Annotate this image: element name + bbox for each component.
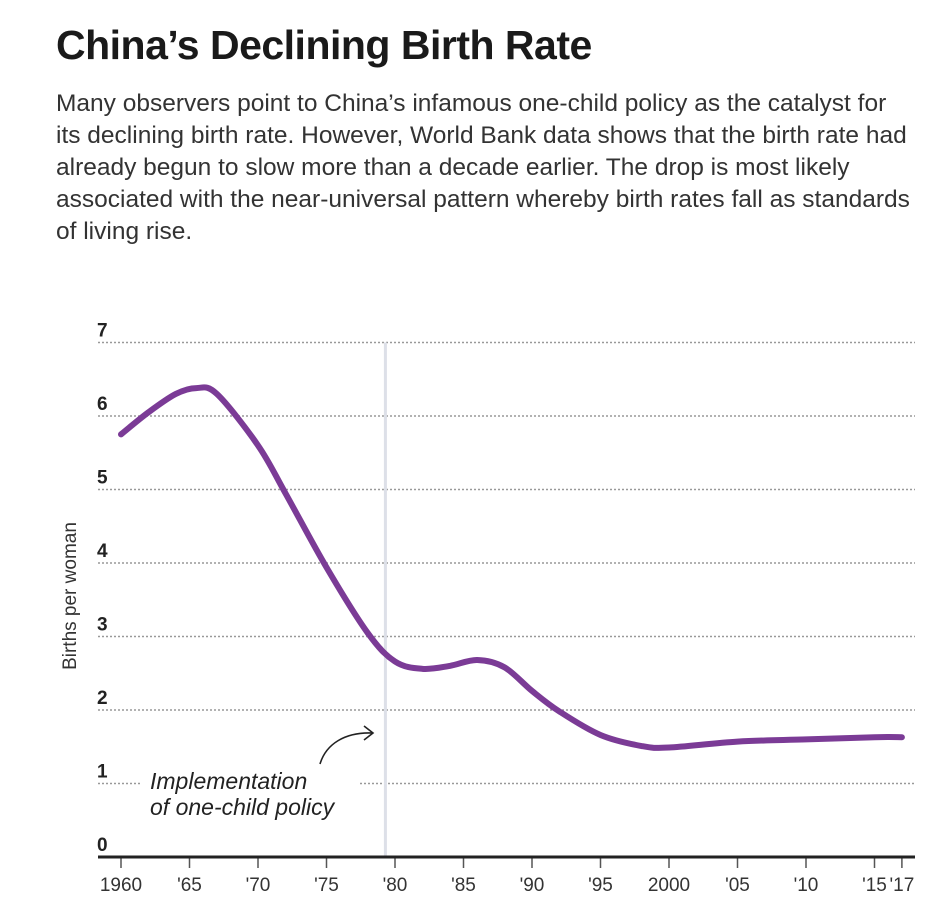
x-tick-label: '15 — [862, 875, 887, 896]
y-tick-label: 4 — [97, 541, 108, 562]
y-tick-label: 6 — [97, 394, 108, 415]
x-tick-label: '95 — [588, 875, 613, 896]
annotation-line2: of one-child policy — [150, 794, 336, 820]
x-tick-label: '85 — [451, 875, 476, 896]
chart-description: Many observers point to China’s infamous… — [56, 90, 910, 245]
y-axis-label: Births per woman — [60, 522, 81, 670]
y-tick-label: 0 — [97, 835, 108, 856]
chart-title: China’s Declining Birth Rate — [56, 22, 592, 68]
x-tick-label: 1960 — [100, 875, 142, 896]
x-tick-label: '75 — [314, 875, 339, 896]
x-tick-label: '80 — [383, 875, 408, 896]
annotation-bg — [145, 766, 357, 822]
y-tick-label: 2 — [97, 688, 108, 709]
y-tick-label: 5 — [97, 468, 108, 489]
x-axis-ticks: 1960 '65 '70 '75 '80 '85 '90 '95 2000 '05 '10 '15'1… — [100, 857, 914, 896]
gridlines — [98, 341, 915, 785]
x-tick-label: '10 — [794, 875, 819, 896]
y-tick-label: 7 — [97, 321, 108, 342]
series-line — [118, 384, 905, 751]
annotation-line1: Implementation — [150, 768, 307, 794]
x-tick-label: 2000 — [648, 875, 690, 896]
annotation-arrow-icon — [319, 725, 375, 765]
y-tick-label: 1 — [97, 762, 108, 783]
y-tick-label: 3 — [97, 615, 108, 636]
x-tick-label: '17 — [890, 875, 915, 896]
x-tick-label: '70 — [246, 875, 271, 896]
x-tick-label: '65 — [177, 875, 202, 896]
y-axis-ticks: 0 1 2 3 4 5 6 7 — [97, 321, 108, 857]
x-tick-label: '90 — [520, 875, 545, 896]
x-tick-label: '05 — [725, 875, 750, 896]
